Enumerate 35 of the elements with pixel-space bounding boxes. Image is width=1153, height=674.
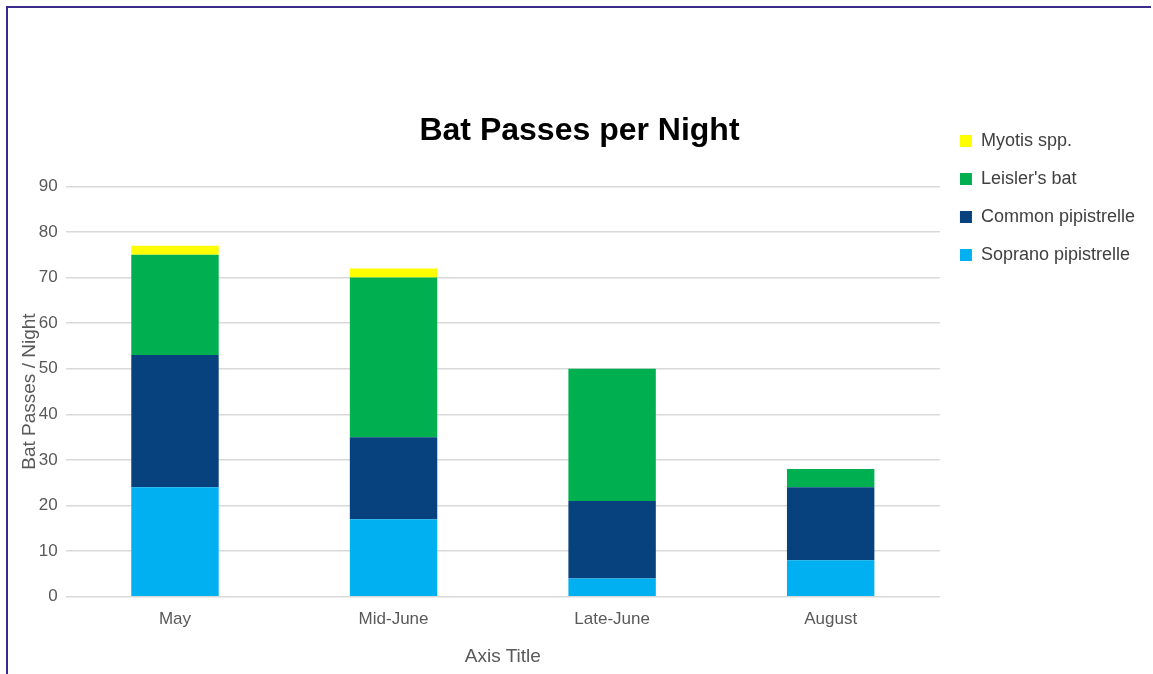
y-tick-label: 20 <box>38 495 58 515</box>
bar <box>349 268 438 278</box>
y-tick-label: 80 <box>38 221 58 241</box>
x-tick-label: May <box>158 608 192 628</box>
y-tick-label: 0 <box>48 586 58 606</box>
y-tick-label: 70 <box>38 267 58 287</box>
legend-label: Soprano pipistrelle <box>980 243 1131 264</box>
bar <box>131 487 219 597</box>
x-axis-title: Axis Title <box>464 644 541 666</box>
y-tick-label: 90 <box>38 176 58 196</box>
y-axis-title: Bat Passes / Night <box>17 312 39 470</box>
bar <box>786 560 875 597</box>
bar <box>131 245 219 255</box>
x-tick-label: Late-June <box>574 608 650 628</box>
bar <box>349 277 438 438</box>
bar <box>786 487 875 561</box>
legend-label: Myotis spp. <box>980 129 1072 150</box>
bar <box>349 519 438 597</box>
bar <box>568 578 656 597</box>
y-tick-label: 40 <box>38 404 58 424</box>
chart-title: Bat Passes per Night <box>419 111 740 148</box>
legend-label: Common pipistrelle <box>980 205 1136 226</box>
y-tick-label: 60 <box>38 312 58 332</box>
bar <box>568 368 656 502</box>
bar <box>131 254 219 356</box>
y-tick-label: 30 <box>38 449 58 469</box>
bar <box>131 355 219 488</box>
y-tick-label: 50 <box>38 358 58 378</box>
y-tick-label: 10 <box>38 540 58 560</box>
legend-label: Leisler's bat <box>980 167 1077 188</box>
x-tick-label: August <box>804 608 858 628</box>
bar <box>349 437 438 520</box>
x-tick-label: Mid-June <box>358 608 429 628</box>
bar <box>568 501 656 579</box>
bar <box>786 469 875 488</box>
